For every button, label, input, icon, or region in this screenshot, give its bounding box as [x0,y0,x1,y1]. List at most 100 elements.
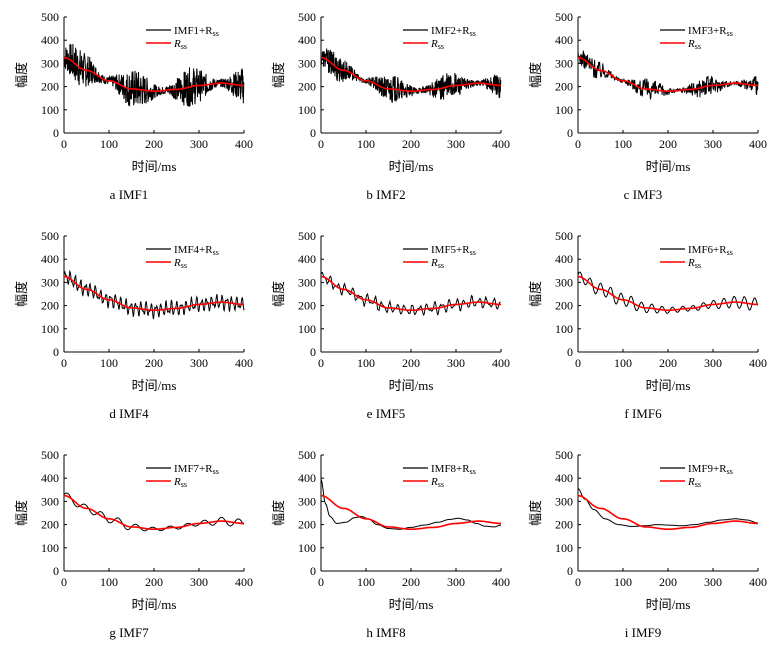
x-tick-label: 100 [614,137,632,151]
legend-label-trend: Rss [687,476,701,489]
legend-label-detail: IMF5+Rss [431,244,476,257]
x-tick-label: 0 [575,356,581,370]
panel-caption: e IMF5 [367,406,406,421]
series-trend-line [320,494,501,530]
y-tick-label: 0 [567,126,573,140]
legend-label-detail: IMF7+Rss [174,463,219,476]
y-tick-label: 300 [41,275,59,289]
x-tick-label: 200 [145,575,163,589]
x-tick-label: 400 [749,356,767,370]
x-tick-label: 300 [704,137,722,151]
y-tick-label: 0 [53,345,59,359]
panel-caption: f IMF6 [624,406,662,421]
y-tick-label: 400 [41,252,59,266]
x-tick-label: 100 [100,137,118,151]
series-detail-line [320,271,501,317]
y-tick-label: 0 [53,564,59,578]
y-tick-label: 400 [555,471,573,485]
panel-caption: d IMF4 [109,406,149,421]
legend-label-detail: IMF3+Rss [688,25,733,38]
x-tick-label: 100 [100,575,118,589]
y-axis-title: 幅度 [14,281,29,307]
x-tick-label: 400 [749,575,767,589]
x-axis-title: 时间/ms [132,159,177,174]
y-axis-title: 幅度 [271,281,286,307]
y-tick-label: 200 [298,518,316,532]
legend-label-trend: Rss [687,38,701,51]
legend-label-trend: Rss [173,38,187,51]
y-tick-label: 200 [298,80,316,94]
y-axis-title: 幅度 [271,62,286,88]
y-axis-title: 幅度 [528,500,543,526]
x-tick-label: 300 [447,137,465,151]
x-tick-label: 0 [318,137,324,151]
y-tick-label: 0 [310,345,316,359]
x-tick-label: 300 [190,137,208,151]
y-tick-label: 100 [298,322,316,336]
x-tick-label: 100 [614,356,632,370]
y-tick-label: 100 [555,541,573,555]
y-tick-label: 200 [41,299,59,313]
y-tick-label: 500 [298,10,316,24]
x-tick-label: 300 [447,575,465,589]
y-tick-label: 0 [53,126,59,140]
y-tick-label: 100 [298,541,316,555]
x-tick-label: 0 [318,575,324,589]
legend-label-trend: Rss [430,38,444,51]
x-tick-label: 400 [235,137,253,151]
y-tick-label: 300 [555,56,573,70]
y-tick-label: 300 [41,56,59,70]
x-tick-label: 200 [659,575,677,589]
x-tick-label: 300 [704,356,722,370]
legend-label-trend: Rss [430,476,444,489]
series-detail-line [577,50,759,100]
y-tick-label: 200 [41,80,59,94]
x-tick-label: 0 [61,575,67,589]
y-axis-title: 幅度 [14,62,29,88]
panel-caption: g IMF7 [109,625,149,640]
x-tick-label: 300 [704,575,722,589]
y-tick-label: 200 [298,299,316,313]
y-tick-label: 500 [41,229,59,243]
y-tick-label: 500 [555,229,573,243]
series-detail-line [320,48,502,103]
x-tick-label: 400 [492,137,510,151]
y-tick-label: 500 [41,448,59,462]
x-axis-title: 时间/ms [389,159,434,174]
y-tick-label: 0 [567,345,573,359]
y-tick-label: 200 [555,299,573,313]
series-detail-line [63,492,245,532]
y-tick-label: 500 [555,10,573,24]
x-tick-label: 200 [659,356,677,370]
series-trend-line [577,56,758,92]
legend-label-detail: IMF9+Rss [688,463,733,476]
legend-label-detail: IMF4+Rss [174,244,219,257]
x-tick-label: 100 [357,356,375,370]
y-tick-label: 100 [41,103,59,117]
series-trend-line [63,275,244,311]
x-axis-title: 时间/ms [389,597,434,612]
x-tick-label: 300 [190,575,208,589]
x-tick-label: 200 [145,356,163,370]
y-axis-title: 幅度 [528,62,543,88]
legend-label-trend: Rss [173,257,187,270]
y-tick-label: 500 [555,448,573,462]
x-axis-title: 时间/ms [646,597,691,612]
y-axis-title: 幅度 [528,281,543,307]
panel-caption: a IMF1 [110,187,149,202]
legend-label-detail: IMF2+Rss [431,25,476,38]
y-tick-label: 100 [41,322,59,336]
y-tick-label: 0 [310,126,316,140]
x-axis-title: 时间/ms [389,378,434,393]
y-tick-label: 200 [555,518,573,532]
x-tick-label: 100 [357,575,375,589]
panel-caption: h IMF8 [366,625,405,640]
y-tick-label: 300 [298,56,316,70]
x-tick-label: 200 [402,575,420,589]
series-trend-line [63,494,244,530]
x-tick-label: 0 [575,137,581,151]
